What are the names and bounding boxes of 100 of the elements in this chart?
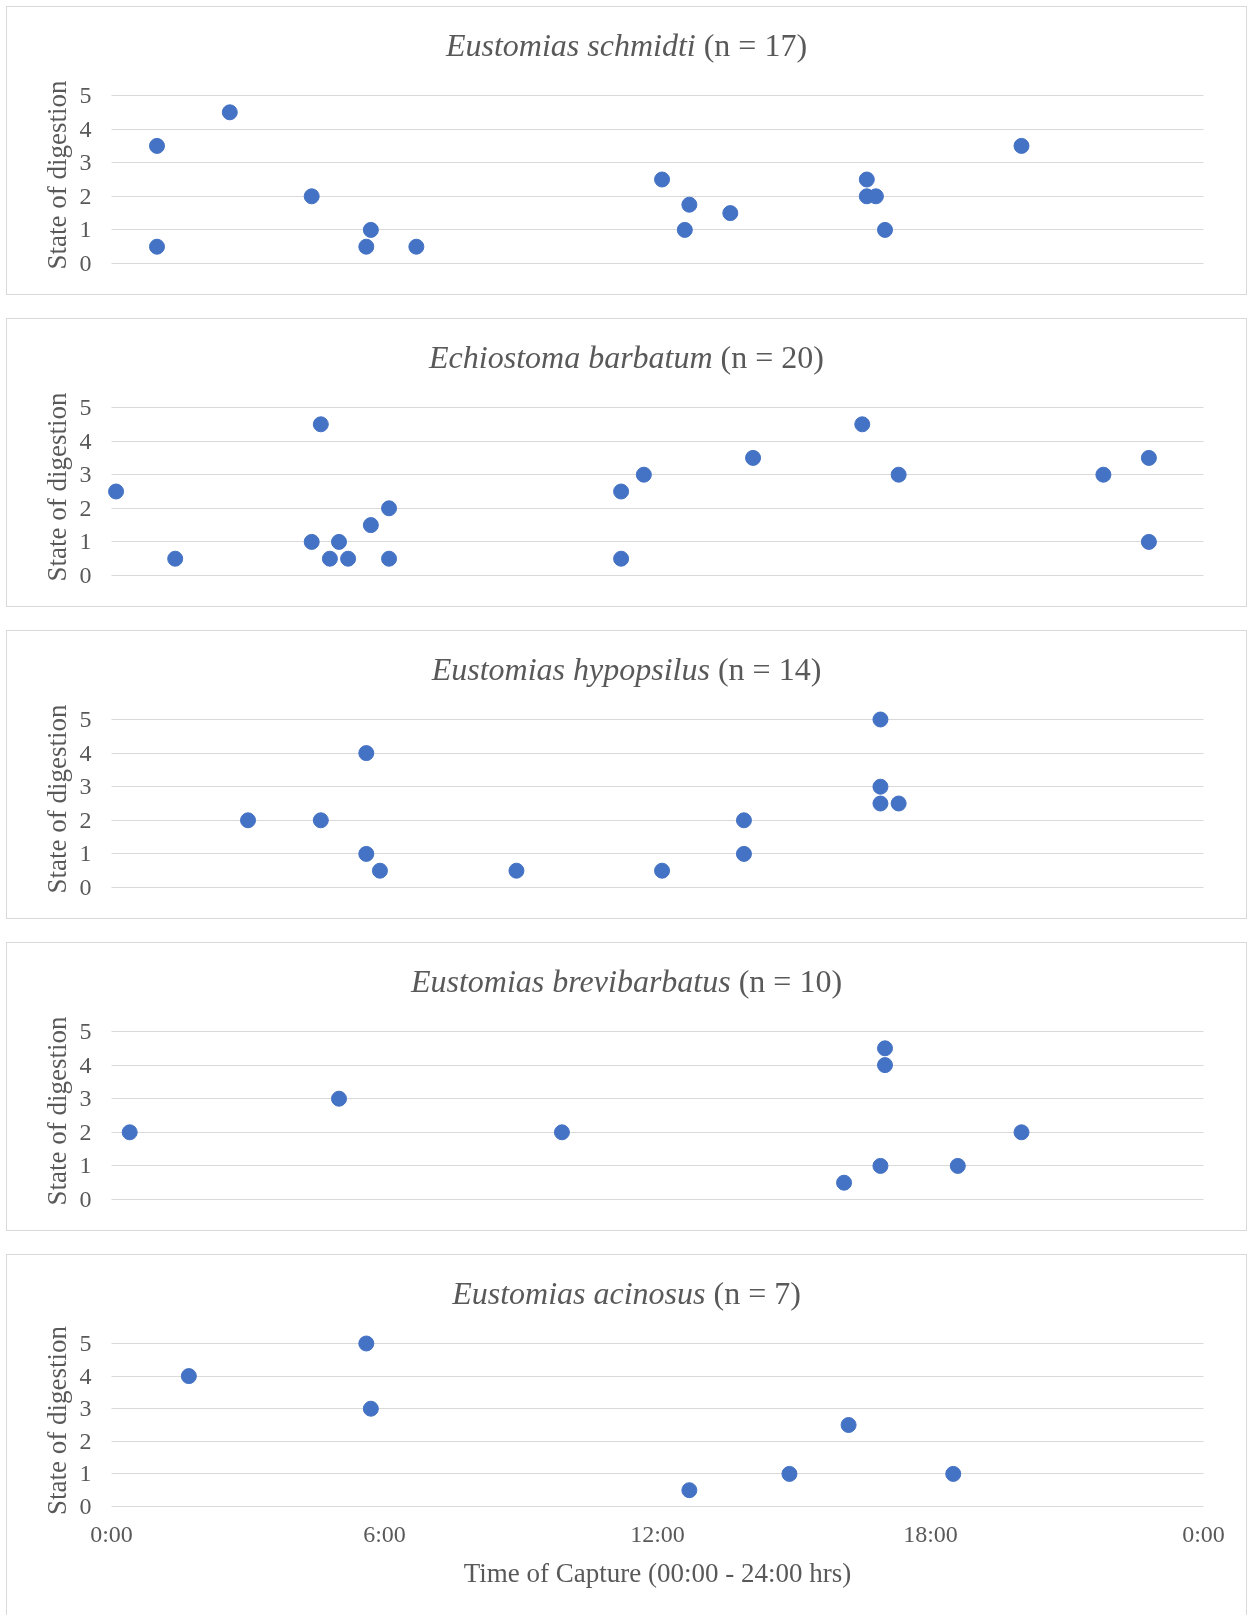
point — [381, 500, 398, 517]
y-tick-label: 1 — [79, 1152, 92, 1179]
x-tick-label: 0:00 — [1182, 1520, 1225, 1547]
y-tick-label: 5 — [79, 1018, 92, 1044]
point — [872, 778, 889, 795]
point — [872, 1157, 889, 1174]
point — [681, 1482, 698, 1499]
chart-title: Eustomias schmidti (n = 17) — [444, 26, 809, 65]
point — [745, 449, 762, 466]
point — [149, 137, 165, 154]
x-tick-label: 0:00 — [90, 1520, 133, 1547]
point — [872, 711, 889, 728]
point — [840, 1417, 857, 1433]
y-tick-label: 1 — [79, 528, 92, 555]
y-tick-label: 0 — [79, 562, 92, 588]
x-tick-label: 12:00 — [630, 1520, 685, 1547]
point — [240, 812, 256, 829]
point — [312, 416, 329, 433]
point — [381, 550, 398, 567]
y-tick-label: 3 — [79, 149, 92, 176]
point — [303, 188, 320, 205]
point — [781, 1465, 798, 1482]
point — [890, 795, 907, 812]
y-axis-title: State of digestion — [41, 80, 72, 270]
chart-title: Eustomias acinosus (n = 7) — [451, 1274, 802, 1313]
y-tick-label: 5 — [79, 1330, 92, 1356]
y-tick-label: 1 — [79, 840, 92, 867]
point — [676, 221, 693, 238]
point — [121, 1124, 138, 1141]
point — [371, 862, 388, 879]
point — [654, 862, 671, 879]
point — [358, 845, 375, 862]
point — [358, 238, 375, 255]
point — [877, 221, 893, 238]
point — [722, 205, 739, 222]
point — [613, 483, 630, 500]
point — [331, 1090, 347, 1107]
y-axis-title: State of digestion — [41, 1325, 72, 1515]
point — [358, 745, 375, 762]
point — [735, 845, 752, 862]
y-tick-label: 5 — [79, 706, 92, 732]
point — [340, 550, 357, 567]
point — [877, 1057, 893, 1074]
y-tick-label: 0 — [79, 250, 92, 276]
point — [1013, 1124, 1030, 1141]
y-tick-label: 3 — [79, 773, 92, 800]
point — [858, 171, 875, 188]
point — [1095, 466, 1112, 483]
point — [854, 416, 871, 433]
point — [681, 196, 698, 213]
x-tick-label: 18:00 — [903, 1520, 958, 1547]
point — [358, 1335, 375, 1352]
point — [362, 1400, 379, 1417]
point — [149, 238, 165, 255]
y-tick-label: 2 — [79, 806, 92, 833]
chart-title: Echiostoma barbatum (n = 20) — [427, 338, 825, 377]
point — [1140, 449, 1157, 466]
y-tick-label: 4 — [79, 115, 92, 142]
y-tick-label: 2 — [79, 182, 92, 209]
point — [331, 533, 347, 550]
y-tick-label: 5 — [79, 394, 92, 420]
point — [408, 238, 425, 255]
y-axis-title: State of digestion — [41, 392, 72, 582]
point — [735, 812, 752, 829]
y-tick-label: 0 — [79, 874, 92, 900]
y-tick-label: 1 — [79, 216, 92, 243]
y-tick-label: 4 — [79, 427, 92, 454]
point — [508, 862, 525, 879]
x-tick-label: 6:00 — [363, 1520, 406, 1547]
y-tick-label: 3 — [79, 1395, 92, 1422]
y-tick-label: 3 — [79, 1085, 92, 1112]
chart-title: Eustomias brevibarbatus (n = 10) — [409, 962, 844, 1001]
y-tick-label: 2 — [79, 1427, 92, 1454]
y-tick-label: 3 — [79, 461, 92, 488]
y-tick-label: 4 — [79, 1051, 92, 1078]
point — [362, 517, 379, 534]
y-tick-label: 5 — [79, 82, 92, 108]
x-axis-title: Time of Capture (00:00 - 24:00 hrs) — [463, 1557, 852, 1588]
point — [180, 1368, 197, 1385]
y-tick-label: 2 — [79, 494, 92, 521]
y-tick-label: 4 — [79, 739, 92, 766]
point — [613, 550, 630, 567]
point — [949, 1157, 966, 1174]
chart-title: Eustomias hypopsilus (n = 14) — [430, 650, 823, 689]
point — [654, 171, 671, 188]
point — [1013, 137, 1030, 154]
y-tick-label: 4 — [79, 1362, 92, 1389]
point — [877, 1040, 893, 1057]
point — [108, 483, 125, 500]
point — [945, 1465, 962, 1482]
point — [167, 550, 184, 567]
point — [321, 550, 338, 567]
point — [890, 466, 907, 483]
point — [221, 104, 238, 121]
point — [303, 533, 320, 550]
y-axis-title: State of digestion — [41, 1016, 72, 1206]
point — [635, 466, 652, 483]
point — [872, 795, 889, 812]
y-tick-label: 2 — [79, 1118, 92, 1145]
y-axis-title: State of digestion — [41, 704, 72, 894]
